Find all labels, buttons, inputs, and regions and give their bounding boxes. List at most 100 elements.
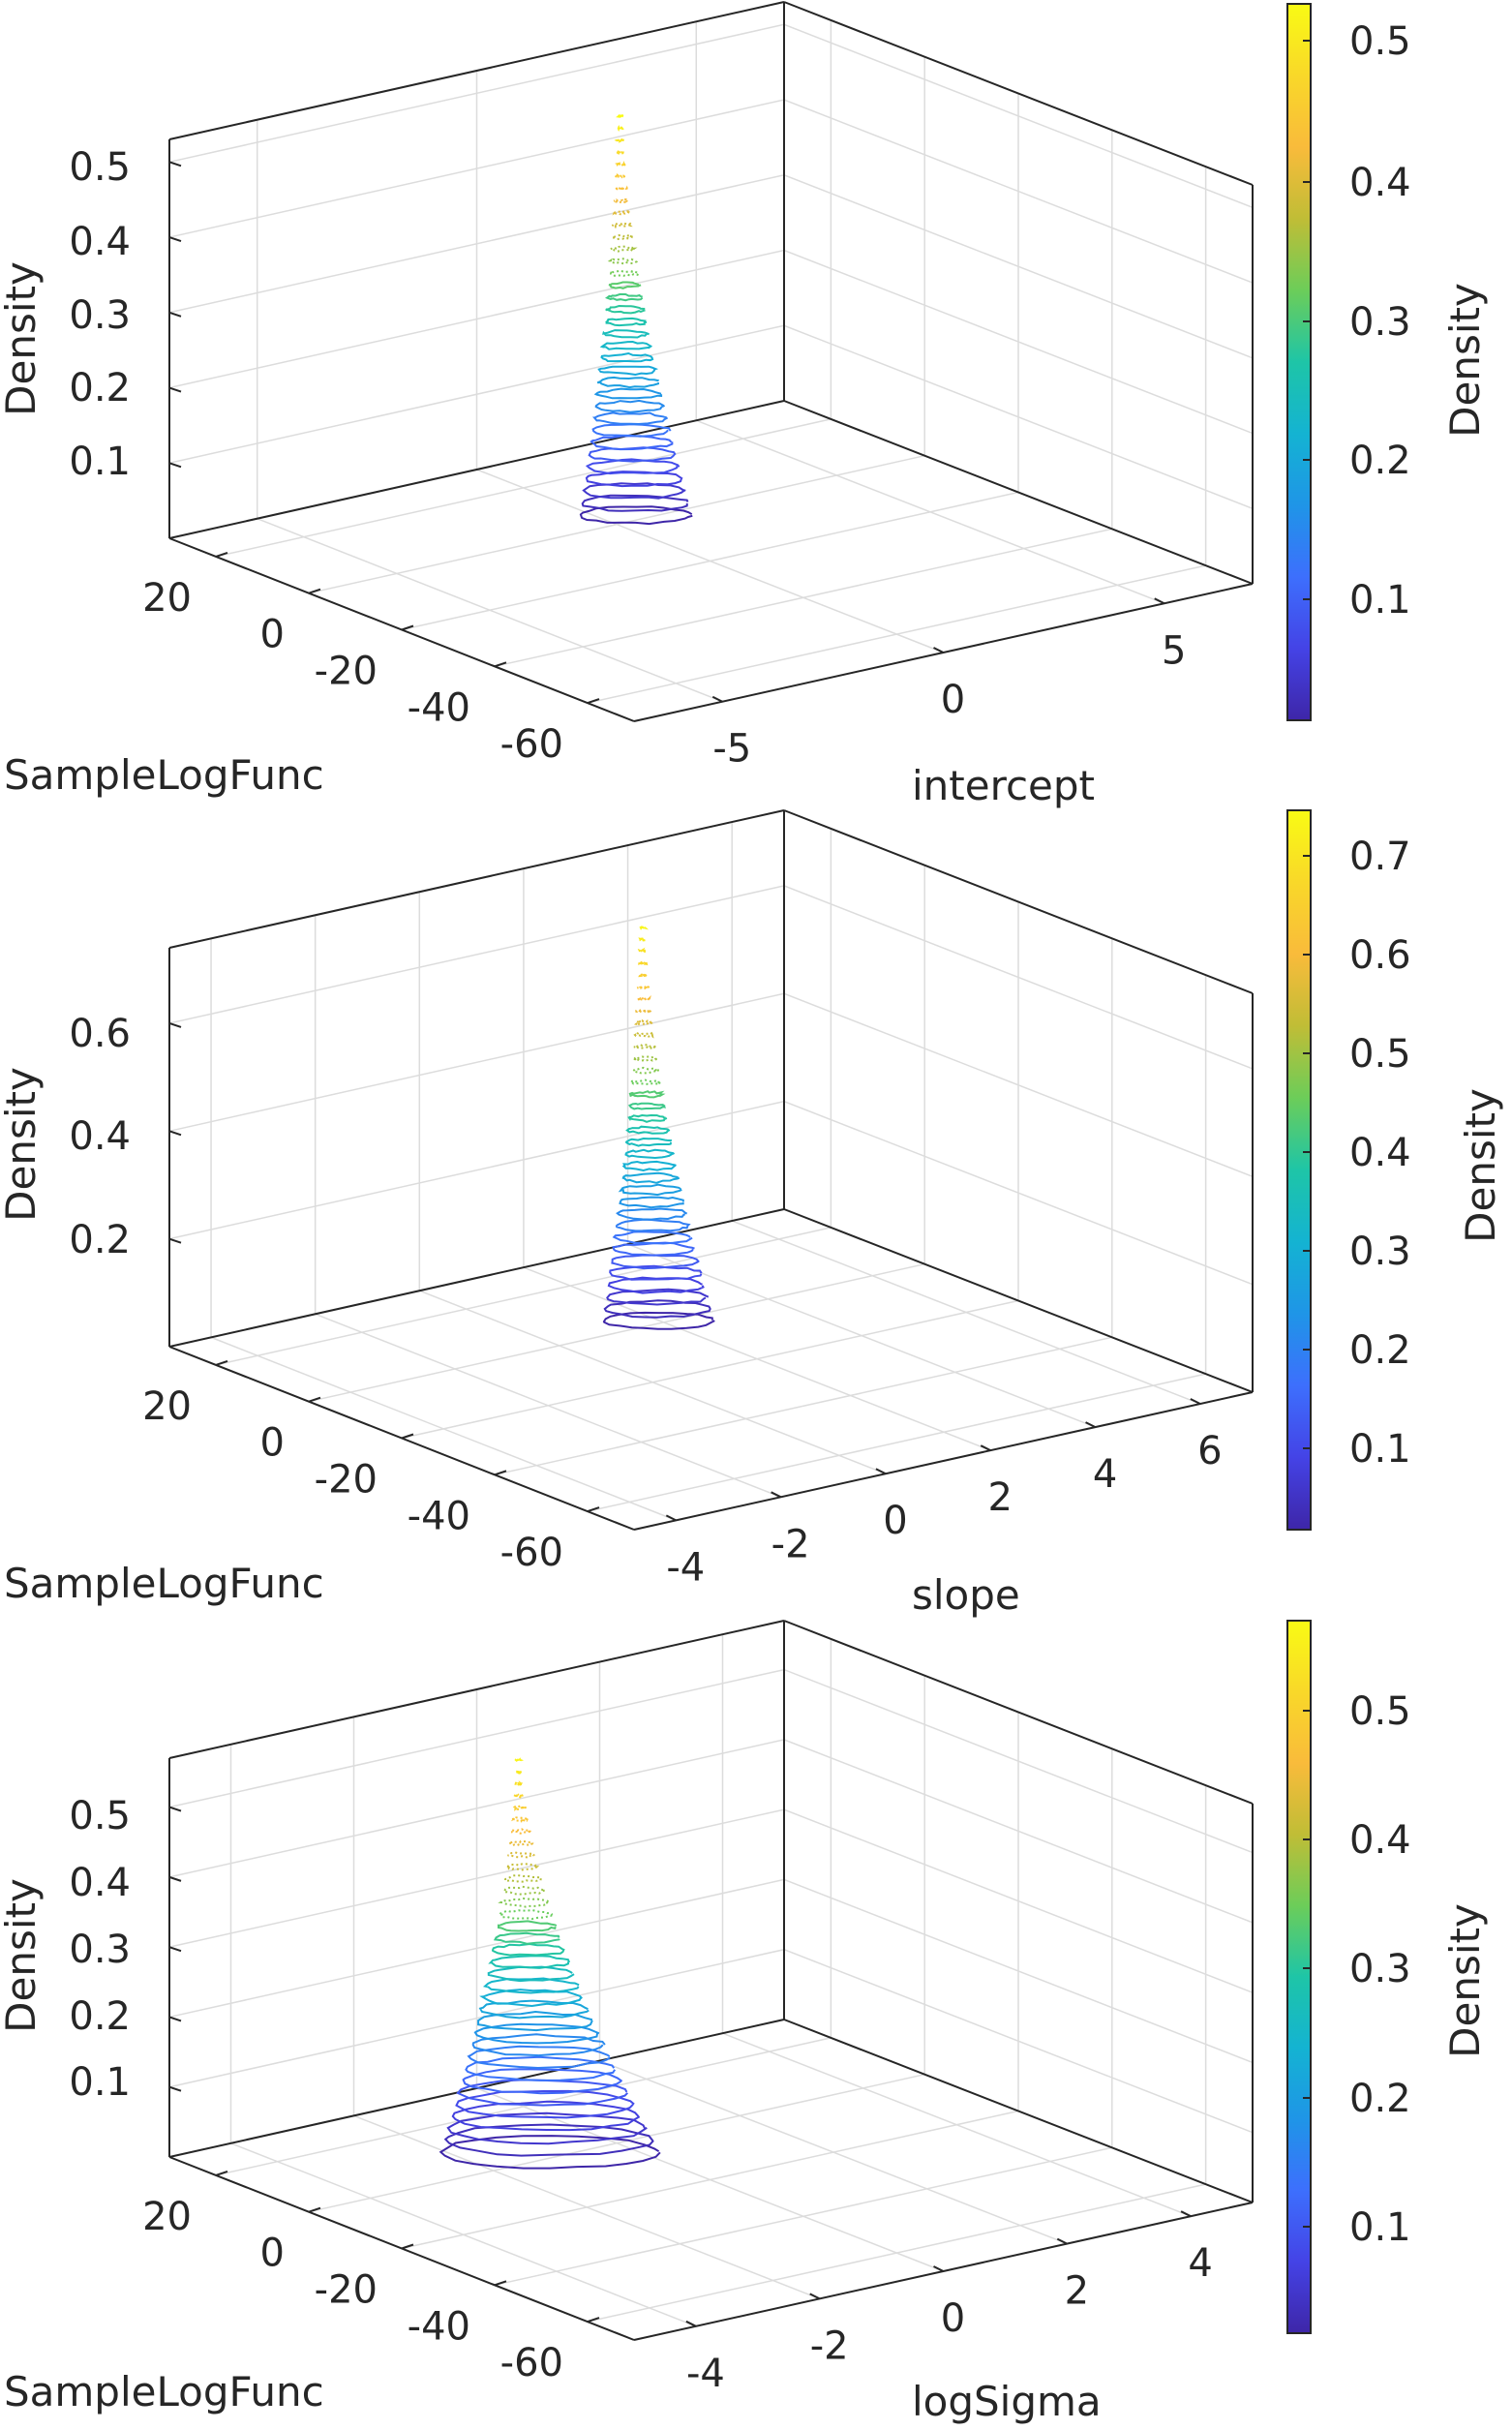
z-tick-mark bbox=[168, 2085, 182, 2092]
y-tick-label: 0 bbox=[941, 678, 965, 722]
y-tick-mark bbox=[1190, 1398, 1201, 1405]
z-tick-label: 0.2 bbox=[69, 1994, 131, 2039]
x-tick-mark bbox=[494, 2280, 507, 2287]
density-contour bbox=[619, 1196, 684, 1209]
x-tick-label: -60 bbox=[500, 2341, 563, 2385]
y-tick-mark bbox=[933, 647, 944, 653]
density-contour bbox=[493, 1931, 560, 1945]
density-contour bbox=[591, 411, 669, 426]
z-tick-label: 0.6 bbox=[69, 1012, 131, 1056]
y-tick-label: -4 bbox=[686, 2352, 725, 2396]
y-tick-label: -5 bbox=[712, 727, 751, 772]
colorbar-tick-label: 0.1 bbox=[1349, 2205, 1411, 2250]
y-tick-label: 5 bbox=[1162, 628, 1186, 673]
axis-edge bbox=[783, 2019, 1254, 2203]
wall-gridline bbox=[168, 1808, 1254, 1993]
density-contour bbox=[503, 1863, 540, 1871]
density-contour bbox=[488, 1955, 571, 1969]
x-tick-mark bbox=[308, 1396, 321, 1403]
x-tick-mark bbox=[587, 698, 600, 705]
y-tick-label: -2 bbox=[810, 2324, 849, 2368]
z-tick-label: 0.4 bbox=[69, 220, 131, 264]
density-contour bbox=[613, 197, 628, 204]
z-tick-mark bbox=[168, 311, 182, 318]
density-contour bbox=[638, 960, 649, 967]
z-tick-label: 0.3 bbox=[69, 293, 131, 338]
floor-gridline bbox=[419, 1290, 887, 1474]
axis-edge bbox=[783, 809, 1254, 994]
density-contour bbox=[510, 1828, 531, 1836]
y-tick-label: -4 bbox=[666, 1545, 705, 1590]
panel-2-data bbox=[602, 925, 715, 1330]
colorbar-tick-label: 0.4 bbox=[1349, 1818, 1411, 1863]
colorbar-tick-label: 0.4 bbox=[1349, 161, 1411, 205]
density-contour bbox=[465, 2055, 617, 2081]
panel-2-xlabel: SampleLogFunc bbox=[4, 1560, 324, 1607]
density-contour bbox=[477, 2010, 593, 2032]
colorbar-tick-label: 0.1 bbox=[1349, 578, 1411, 623]
x-tick-mark bbox=[587, 1506, 600, 1513]
density-contour bbox=[510, 1816, 532, 1823]
panel-2-colorbar: 0.1 0.2 0.3 0.4 0.5 0.6 0.7 bbox=[1286, 809, 1411, 1531]
density-contour bbox=[585, 458, 680, 475]
floor-gridline bbox=[210, 1336, 677, 1522]
axis-edge bbox=[633, 1391, 1254, 1531]
z-tick-mark bbox=[168, 1237, 182, 1244]
colorbar-tick-label: 0.2 bbox=[1349, 1328, 1411, 1373]
density-contour bbox=[473, 2022, 600, 2045]
floor-gridline bbox=[401, 1299, 1019, 1440]
density-contour bbox=[602, 329, 650, 339]
density-contour bbox=[636, 972, 649, 980]
density-contour bbox=[609, 1264, 703, 1281]
panel-3-colorbar: 0.1 0.2 0.3 0.4 0.5 bbox=[1286, 1620, 1411, 2334]
density-contour bbox=[471, 2033, 606, 2057]
density-contour bbox=[608, 281, 642, 289]
density-contour bbox=[579, 505, 693, 526]
density-contour bbox=[438, 2135, 661, 2170]
y-tick-mark bbox=[665, 1514, 677, 1522]
z-tick-label: 0.5 bbox=[69, 145, 131, 190]
x-tick-mark bbox=[494, 661, 507, 668]
density-contour bbox=[513, 1793, 526, 1799]
floor-gridline bbox=[230, 2142, 697, 2327]
z-tick-mark bbox=[168, 462, 182, 469]
x-tick-label: -20 bbox=[315, 1458, 378, 1503]
y-tick-label: -2 bbox=[771, 1522, 810, 1566]
y-tick-mark bbox=[711, 695, 723, 703]
density-contour bbox=[606, 1288, 710, 1306]
panel-1-box bbox=[168, 1, 1254, 722]
panel-1-data bbox=[579, 113, 693, 526]
density-contour bbox=[462, 2068, 623, 2095]
density-contour bbox=[615, 149, 626, 157]
floor-gridline bbox=[308, 1262, 925, 1403]
z-tick-label: 0.3 bbox=[69, 1928, 131, 1972]
colorbar-gradient bbox=[1287, 4, 1311, 720]
density-contour bbox=[605, 317, 648, 327]
x-tick-mark bbox=[308, 588, 321, 594]
density-contour bbox=[611, 1254, 700, 1270]
density-contour bbox=[610, 233, 633, 241]
density-contour bbox=[624, 1148, 676, 1160]
density-contour bbox=[615, 125, 625, 132]
density-contour bbox=[497, 1908, 554, 1921]
density-contour bbox=[612, 1241, 695, 1257]
x-tick-mark bbox=[401, 2243, 414, 2250]
panel-1-ylabel: intercept bbox=[912, 762, 1095, 809]
x-tick-mark bbox=[215, 2170, 228, 2176]
panel-3-zlabel: Density bbox=[0, 1878, 45, 2033]
y-tick-label: 0 bbox=[941, 2296, 965, 2341]
density-contour bbox=[503, 1873, 542, 1883]
density-contour bbox=[602, 1311, 715, 1330]
x-tick-label: -40 bbox=[408, 2304, 470, 2349]
z-tick-label: 0.4 bbox=[69, 1114, 131, 1159]
colorbar-frame bbox=[1286, 1620, 1312, 2334]
panel-3-grid bbox=[168, 1634, 1254, 2327]
density-contour bbox=[615, 161, 626, 167]
x-tick-label: 20 bbox=[142, 576, 192, 621]
axis-edge bbox=[168, 1, 785, 140]
density-contour bbox=[514, 1757, 525, 1764]
density-contour bbox=[612, 1230, 693, 1245]
density-contour bbox=[637, 947, 650, 955]
axis-edge bbox=[783, 1208, 1254, 1393]
density-contour bbox=[600, 351, 654, 363]
